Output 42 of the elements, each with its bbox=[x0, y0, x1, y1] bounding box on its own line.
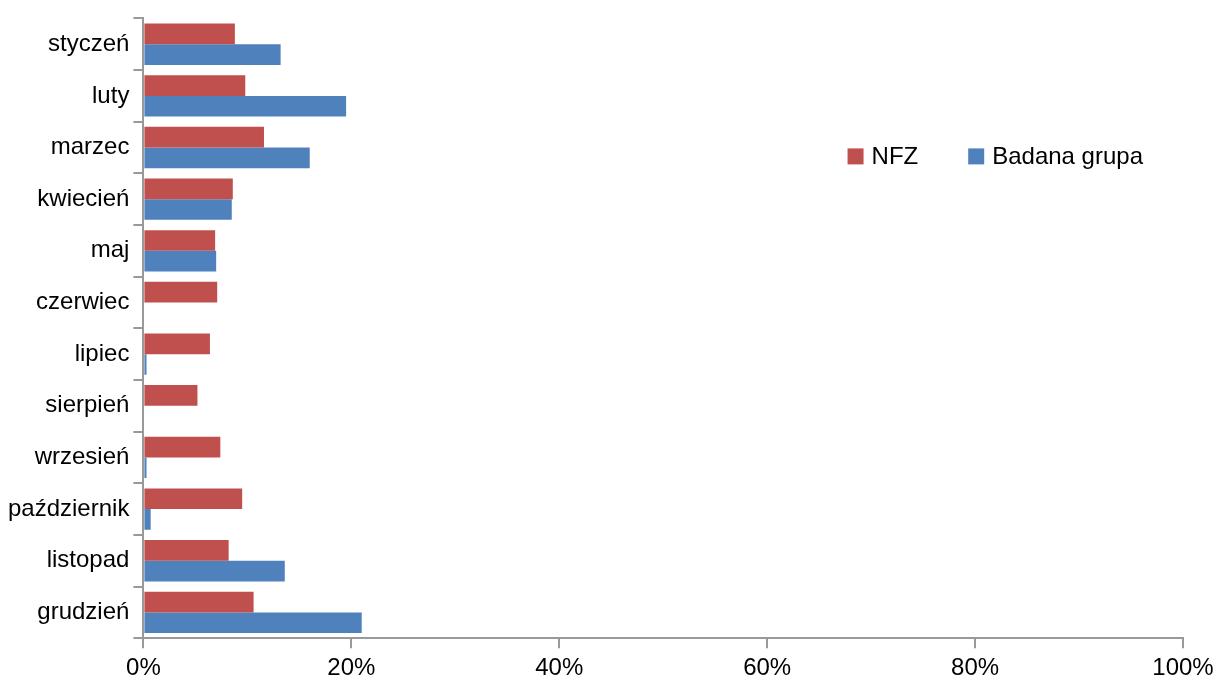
legend-label: NFZ bbox=[871, 142, 919, 170]
x-tick-label: 80% bbox=[951, 653, 1000, 681]
bar bbox=[144, 436, 221, 458]
bar bbox=[144, 95, 347, 117]
y-tick-label: listopad bbox=[46, 545, 130, 573]
bar bbox=[144, 147, 310, 169]
bar bbox=[144, 250, 217, 272]
bar bbox=[144, 178, 233, 200]
x-tick-label: 60% bbox=[743, 653, 792, 681]
bar bbox=[144, 354, 147, 375]
y-tick-label: sierpień bbox=[45, 390, 130, 418]
y-tick-label: kwiecień bbox=[37, 183, 130, 211]
y-tick-label: czerwiec bbox=[36, 287, 130, 315]
legend-label: Badana grupa bbox=[992, 142, 1144, 170]
bar bbox=[144, 488, 243, 510]
bar bbox=[144, 281, 218, 303]
y-tick-label: marzec bbox=[50, 132, 130, 160]
x-tick-label: 100% bbox=[1152, 653, 1214, 681]
y-tick-label: styczeń bbox=[48, 28, 130, 56]
y-tick-label: luty bbox=[92, 80, 130, 108]
bar bbox=[144, 75, 246, 96]
y-tick-label: wrzesień bbox=[33, 442, 130, 470]
bar bbox=[144, 23, 235, 45]
bar bbox=[144, 199, 232, 220]
bar bbox=[144, 126, 264, 148]
x-tick-label: 0% bbox=[126, 653, 161, 681]
bar bbox=[144, 591, 254, 613]
y-tick-label: grudzień bbox=[37, 597, 130, 624]
x-tick-label: 20% bbox=[327, 653, 376, 681]
x-tick-label: 40% bbox=[535, 653, 584, 681]
bar bbox=[144, 540, 229, 561]
bar bbox=[144, 457, 147, 479]
bar bbox=[144, 509, 151, 530]
y-tick-label: październik bbox=[7, 493, 131, 521]
bar bbox=[144, 612, 362, 634]
bar bbox=[144, 333, 210, 355]
bar bbox=[144, 560, 285, 582]
bar bbox=[144, 385, 198, 406]
y-tick-label: lipiec bbox=[74, 338, 130, 366]
bar bbox=[144, 230, 216, 251]
y-tick-label: maj bbox=[90, 235, 130, 263]
bar bbox=[144, 44, 281, 65]
